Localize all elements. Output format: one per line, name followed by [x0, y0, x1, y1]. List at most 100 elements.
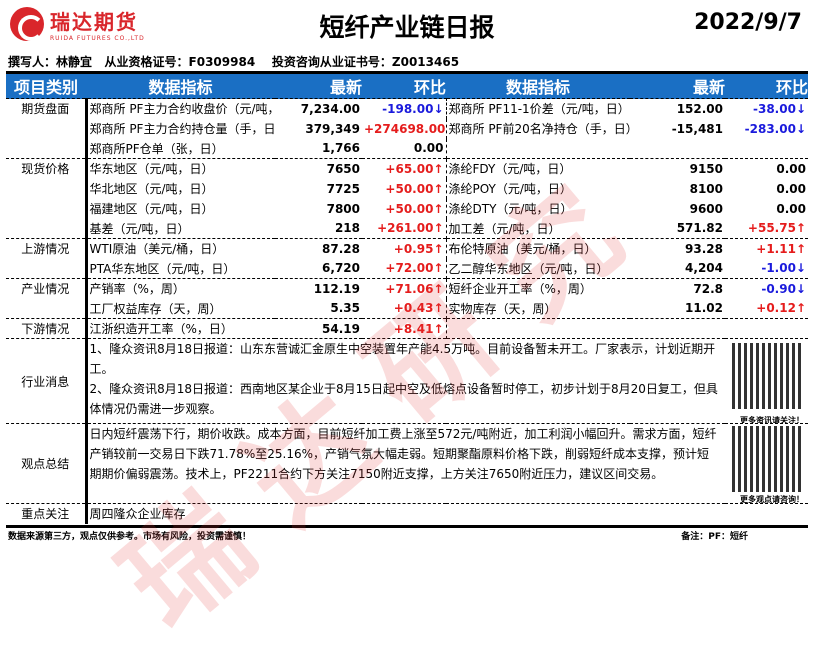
column-header: 最新 [275, 74, 362, 99]
change-cell: -198.00↓ [362, 98, 447, 119]
table-row: 华北地区（元/吨，日） 7725 +50.00↑ 涤纶POY（元/吨，日） 8100 0.… [6, 178, 808, 199]
qr-code [732, 343, 804, 409]
indicator-cell: 郑商所 PF前20名净持仓（手，日） [448, 122, 631, 136]
change-cell: -38.00↓ [725, 98, 808, 119]
category-cell [6, 138, 88, 159]
logo-name: 瑞达期货 [50, 10, 138, 34]
change-cell: +0.95↑ [362, 238, 447, 259]
indicator-cell: 实物库存（天，周） [448, 301, 557, 316]
latest-cell: 218 [334, 221, 360, 236]
category-cell: 现货价格 [6, 158, 88, 179]
change-cell: +274698.00↑ [362, 118, 447, 139]
category-cell: 重点关注 [6, 503, 88, 524]
table-row: 郑商所 PF主力合约持仓量（手，日 379,349+274698.00↑郑商所 P… [6, 118, 808, 139]
table-row: 工厂权益库存（天，周） 5.35 +0.43↑ 实物库存（天，周） 11.02 +0.12… [6, 298, 808, 319]
column-header: 最新 [630, 74, 725, 99]
news-item: 2、隆众资讯8月18日报道：西南地区某企业于8月15日起中空及低熔点设备暂时停工… [89, 382, 718, 416]
table-row: 现货价格 华东地区（元/吨，日） 7650 +65.00↑ 涤纶FDY（元/吨，日） 91… [6, 158, 808, 179]
change-cell [725, 139, 808, 159]
latest-cell: 6,720 [322, 261, 360, 276]
column-header: 项目类别 [6, 74, 86, 99]
category-cell [6, 178, 88, 199]
column-header: 环比 [725, 74, 808, 99]
indicator-cell: PTA华东地区（元/吨，日） [89, 261, 236, 276]
change-cell: +0.12↑ [756, 301, 806, 316]
category-cell [6, 258, 88, 279]
change-cell: 0.00 [776, 201, 806, 216]
news-row: 行业消息 1、隆众资讯8月18日报道：山东东营诚汇金原生中空装置年产能4.5万吨… [6, 338, 808, 424]
report-date: 2022/9/7 [694, 10, 802, 35]
latest-cell: 152.00 [630, 98, 725, 119]
change-cell: +50.00↑ [362, 178, 447, 199]
table-row: 产业情况 产销率（%，周） 112.19 +71.06↑ 短纤企业开工率（%，周） 72.… [6, 278, 808, 299]
category-cell [6, 218, 88, 239]
column-header: 数据指标 [86, 74, 275, 99]
latest-cell: 112.19 [275, 278, 362, 299]
change-cell: -0.90↓ [725, 278, 808, 299]
latest-cell: -15,481 [671, 121, 723, 136]
indicator-cell: 工厂权益库存（天，周） [89, 301, 222, 316]
category-cell: 上游情况 [6, 238, 88, 259]
data-table: 项目类别 数据指标 最新 环比 数据指标 最新 环比 期货盘面 郑商所 PF主力合约收盘价（元… [6, 74, 808, 524]
indicator-cell: 加工差（元/吨，日） [448, 221, 561, 236]
change-cell: 0.00 [725, 158, 808, 179]
table-row: 基差（元/吨，日） 218 +261.00↑ 加工差（元/吨，日） 571.82 +55.… [6, 218, 808, 239]
change-cell: +72.00↑ [362, 258, 447, 279]
category-cell [6, 198, 88, 219]
latest-cell: 571.82 [676, 221, 723, 236]
indicator-cell: 布伦特原油（美元/桶，日） [446, 238, 630, 259]
latest-cell: 1,766 [322, 141, 360, 156]
indicator-cell: 郑商所PF仓单（张，日） [89, 141, 224, 156]
latest-cell: 5.35 [330, 301, 360, 316]
indicator-cell: 短纤企业开工率（%，周） [446, 278, 630, 299]
change-cell [725, 318, 808, 339]
change-cell: +65.00↑ [362, 158, 447, 179]
view-row: 观点总结 日内短纤震荡下行，期价收跌。成本方面，目前短纤加工费上涨至572元/吨… [6, 423, 808, 504]
category-cell: 下游情况 [6, 318, 88, 339]
latest-cell: 93.28 [630, 238, 725, 259]
indicator-cell [446, 139, 630, 159]
change-cell: 0.00 [362, 138, 447, 159]
logo-english: RUIDA FUTURES CO.,LTD [50, 35, 145, 42]
table-row: 上游情况 WTI原油（美元/桶，日） 87.28 +0.95↑ 布伦特原油（美元/桶，日… [6, 238, 808, 259]
latest-cell: 87.28 [275, 238, 362, 259]
category-cell: 产业情况 [6, 278, 88, 299]
indicator-cell: 郑商所 PF主力合约持仓量（手，日 [89, 122, 276, 136]
page-title: 短纤产业链日报 [319, 13, 495, 42]
footnote: 备注：PF：短纤 [681, 532, 748, 542]
category-cell [6, 118, 88, 139]
qr-caption: 更多资讯请关注！ [740, 416, 804, 424]
latest-cell: 72.8 [630, 278, 725, 299]
latest-cell: 379,349 [305, 121, 360, 136]
latest-cell: 4,204 [685, 261, 723, 276]
table-row: 期货盘面 郑商所 PF主力合约收盘价（元/吨， 7,234.00 -198.00↓ 郑商… [6, 98, 808, 119]
category-cell [6, 298, 88, 319]
latest-cell: 11.02 [685, 301, 723, 316]
latest-cell: 7,234.00 [275, 98, 362, 119]
focus-text: 周四隆众企业库存 [86, 503, 808, 524]
focus-row: 重点关注 周四隆众企业库存 [6, 503, 808, 524]
table-row: 郑商所PF仓单（张，日） 1,766 0.00 [6, 138, 808, 159]
latest-cell: 7650 [275, 158, 362, 179]
qr-code [732, 426, 804, 492]
indicator-cell: 涤纶POY（元/吨，日） [448, 182, 572, 196]
latest-cell [630, 139, 725, 159]
divider [6, 525, 808, 528]
change-cell: -1.00↓ [761, 261, 806, 276]
author-line: 撰写人：林静宜 从业资格证号：F0309984 投资咨询从业证书号：Z00134… [8, 55, 460, 69]
indicator-cell [446, 318, 630, 339]
change-cell: +50.00↑ [362, 198, 447, 219]
indicator-cell: WTI原油（美元/桶，日） [86, 238, 275, 259]
category-cell: 行业消息 [6, 338, 88, 424]
latest-cell: 8100 [689, 181, 723, 196]
indicator-cell: 福建地区（元/吨，日） [89, 202, 214, 216]
latest-cell: 54.19 [275, 318, 362, 339]
indicator-cell: 郑商所 PF11-1价差（元/吨，日） [446, 98, 630, 119]
indicator-cell: 华东地区（元/吨，日） [86, 158, 275, 179]
change-cell: 0.00 [776, 181, 806, 196]
indicator-cell: 江浙织造开工率（%，日） [86, 318, 275, 339]
latest-cell: 7800 [326, 201, 360, 216]
change-cell: -283.00↓ [744, 121, 806, 136]
table-row: 下游情况 江浙织造开工率（%，日） 54.19 +8.41↑ [6, 318, 808, 339]
news-item: 1、隆众资讯8月18日报道：山东东营诚汇金原生中空装置年产能4.5万吨。目前设备… [89, 342, 716, 376]
